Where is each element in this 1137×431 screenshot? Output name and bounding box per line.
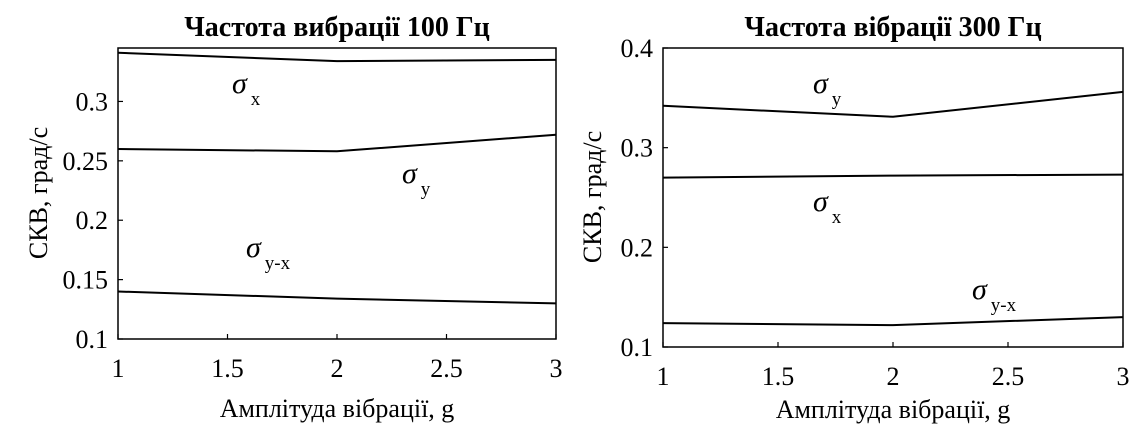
y-tick-label: 0.4 bbox=[621, 34, 654, 63]
y-tick-label: 0.15 bbox=[63, 266, 109, 295]
series-lines bbox=[117, 51, 557, 305]
series-line-σy-x bbox=[117, 290, 557, 305]
x-axis-ticks: 1 1.5 2 2.5 3 bbox=[112, 334, 563, 383]
y-tick-label: 0.3 bbox=[76, 87, 109, 116]
y-axis-ticks: 0.1 0.2 0.3 0.4 bbox=[621, 34, 668, 362]
series-lines bbox=[662, 90, 1124, 327]
chart-title: Частота вибрації 100 Гц bbox=[184, 12, 490, 43]
series-label-σy-x: σ y-x bbox=[246, 231, 291, 274]
x-tick-label: 2 bbox=[887, 362, 900, 391]
series-label-σy-x: σ y-x bbox=[972, 273, 1017, 316]
series-label-subscript: y bbox=[832, 89, 842, 110]
chart-panel-300hz: Частота вібрації 300 Гц Амплітуда вібрац… bbox=[578, 12, 1130, 424]
y-tick-label: 0.1 bbox=[76, 325, 109, 354]
x-tick-label: 1.5 bbox=[762, 362, 795, 391]
series-label-subscript: x bbox=[832, 207, 842, 228]
y-tick-label: 0.2 bbox=[621, 233, 654, 262]
x-tick-label: 1.5 bbox=[211, 354, 244, 383]
series-label-subscript: y-x bbox=[265, 253, 291, 274]
chart-title: Частота вібрації 300 Гц bbox=[744, 12, 1041, 43]
series-line-σy-x bbox=[662, 316, 1124, 327]
series-label-symbol: σ bbox=[813, 67, 829, 100]
series-label-subscript: y bbox=[421, 179, 431, 200]
x-tick-label: 1 bbox=[112, 354, 125, 383]
series-line-σy bbox=[117, 133, 557, 153]
x-tick-label: 3 bbox=[1117, 362, 1130, 391]
x-axis-label: Амплітуда вібрації, g bbox=[220, 394, 455, 423]
series-label-symbol: σ bbox=[813, 185, 829, 218]
x-tick-label: 3 bbox=[550, 354, 563, 383]
x-axis-label: Амплітуда вібрації, g bbox=[776, 395, 1011, 424]
series-label-symbol: σ bbox=[972, 273, 988, 306]
y-axis-label: СКВ, град/с bbox=[578, 131, 607, 263]
chart-panel-100hz: Частота вибрації 100 Гц Амплітуда вібрац… bbox=[24, 12, 563, 423]
series-label-symbol: σ bbox=[402, 157, 418, 190]
x-tick-label: 2.5 bbox=[992, 362, 1025, 391]
series-annotations: σ xσ yσ y-x bbox=[232, 67, 431, 274]
x-tick-label: 1 bbox=[657, 362, 670, 391]
y-axis-ticks: 0.1 0.15 0.2 0.25 0.3 bbox=[63, 87, 123, 354]
series-label-subscript: y-x bbox=[991, 295, 1017, 316]
plot-area-frame bbox=[662, 47, 1124, 348]
y-tick-label: 0.1 bbox=[621, 333, 654, 362]
series-label-symbol: σ bbox=[232, 67, 248, 100]
series-annotations: σ yσ xσ y-x bbox=[813, 67, 1017, 316]
series-line-σx bbox=[662, 173, 1124, 179]
series-label-symbol: σ bbox=[246, 231, 262, 264]
x-tick-label: 2 bbox=[331, 354, 344, 383]
y-tick-label: 0.25 bbox=[63, 147, 109, 176]
y-tick-label: 0.2 bbox=[76, 206, 109, 235]
y-axis-label: СКВ, град/с bbox=[24, 127, 53, 259]
series-line-σy bbox=[662, 90, 1124, 118]
series-line-σx bbox=[117, 51, 557, 63]
series-label-subscript: x bbox=[251, 89, 261, 110]
x-axis-ticks: 1 1.5 2 2.5 3 bbox=[657, 342, 1130, 391]
y-tick-label: 0.3 bbox=[621, 134, 654, 163]
plot-area-frame bbox=[117, 47, 557, 340]
x-tick-label: 2.5 bbox=[430, 354, 463, 383]
